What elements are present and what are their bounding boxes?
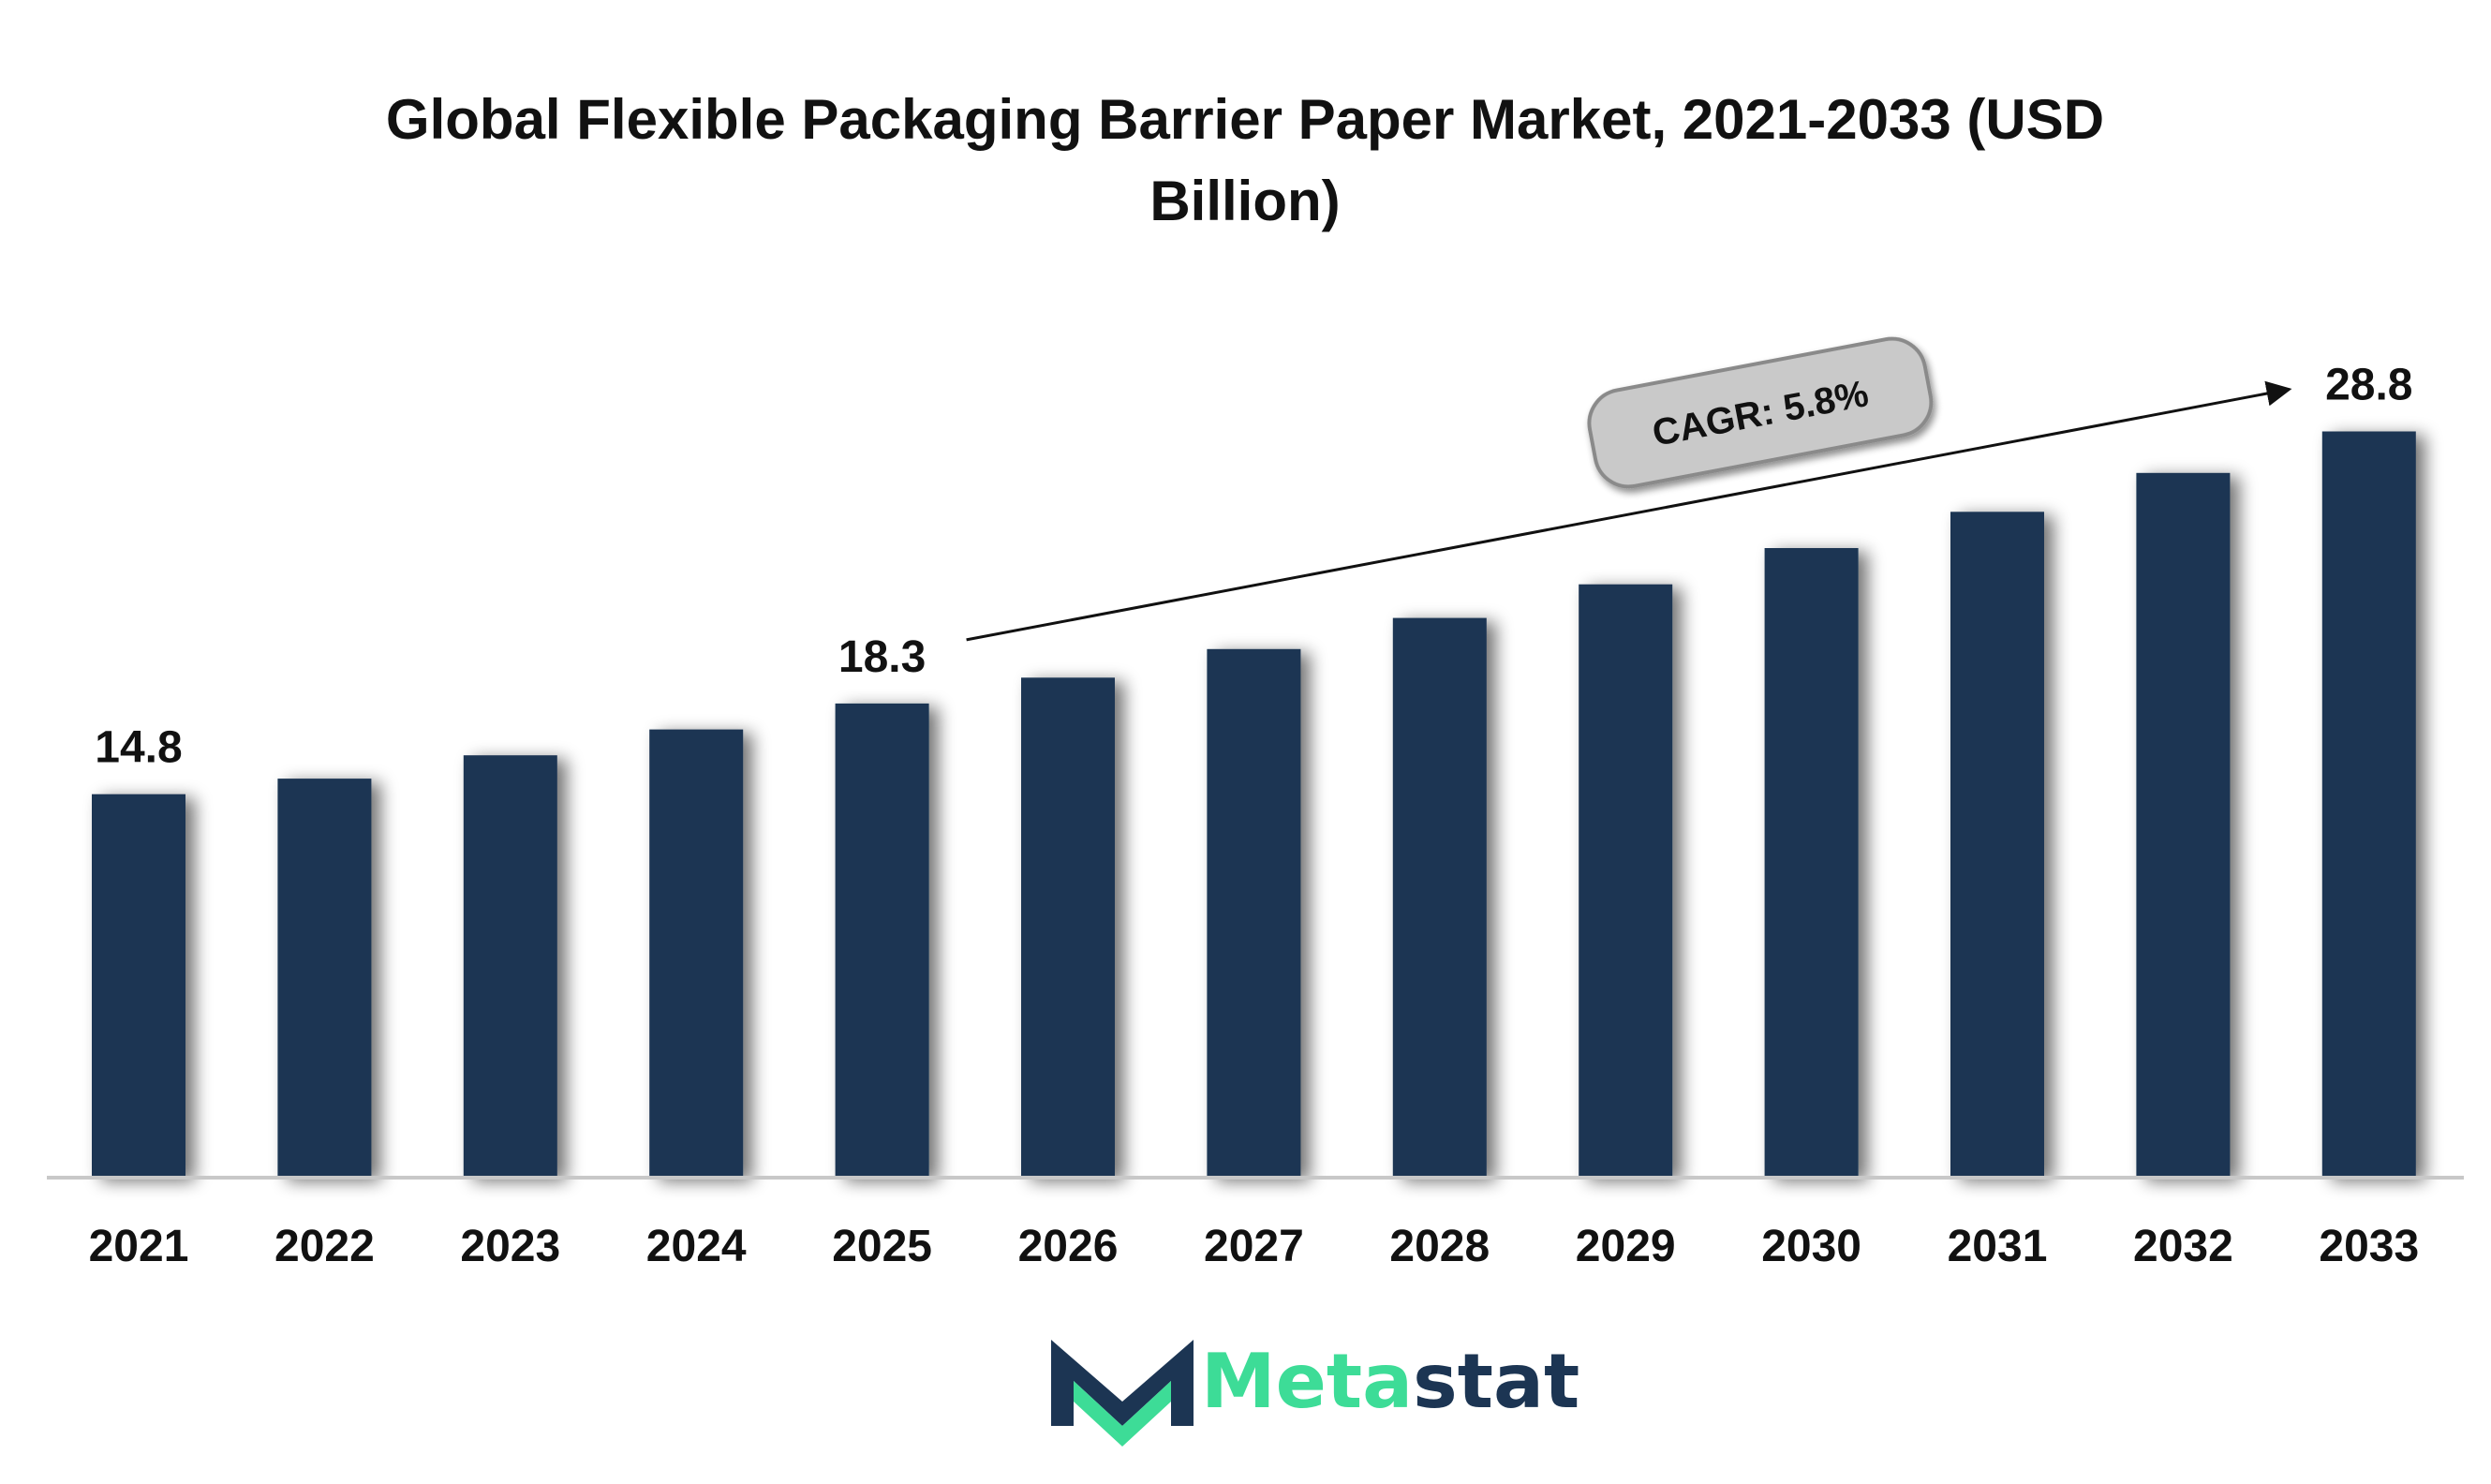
- chart-title-line-1: Global Flexible Packaging Barrier Paper …: [386, 88, 2104, 151]
- bar-2030: [1764, 548, 1859, 1178]
- bars-layer: [92, 431, 2416, 1178]
- logo-wordmark: Metastat: [1201, 1338, 1579, 1425]
- x-tick-2030: 2030: [1761, 1222, 1861, 1271]
- data-label-2021: 14.8: [95, 723, 182, 773]
- bar-2022: [277, 779, 372, 1178]
- bar-2033: [2321, 431, 2416, 1178]
- x-tick-2021: 2021: [89, 1222, 189, 1271]
- bar-2031: [1950, 512, 2044, 1178]
- x-tick-2033: 2033: [2319, 1222, 2419, 1271]
- x-tick-2031: 2031: [1948, 1222, 2048, 1271]
- x-tick-2028: 2028: [1389, 1222, 1490, 1271]
- x-tick-2025: 2025: [832, 1222, 932, 1271]
- chart-title-line-2: Billion): [1149, 170, 1340, 232]
- metastat-logo: Metastat: [1051, 1338, 1579, 1447]
- bar-2029: [1579, 584, 1673, 1178]
- cagr-badge: CAGR: 5.8%: [1587, 336, 1934, 489]
- data-labels: 14.8 18.3 28.8: [95, 361, 2412, 773]
- bar-2024: [649, 729, 744, 1178]
- data-label-2033: 28.8: [2325, 361, 2412, 410]
- bar-2028: [1392, 617, 1487, 1178]
- bar-2032: [2136, 472, 2231, 1178]
- bar-2026: [1021, 677, 1115, 1178]
- x-tick-2026: 2026: [1018, 1222, 1119, 1271]
- x-tick-2024: 2024: [646, 1222, 747, 1271]
- cagr-arrow: [966, 380, 2292, 642]
- logo-wordmark-meta: Meta: [1201, 1338, 1413, 1425]
- bar-2021: [92, 794, 185, 1178]
- data-label-2025: 18.3: [838, 632, 926, 682]
- x-tick-2029: 2029: [1576, 1222, 1676, 1271]
- bar-2023: [463, 755, 557, 1178]
- chart-title: Global Flexible Packaging Barrier Paper …: [386, 88, 2104, 232]
- x-tick-2023: 2023: [460, 1222, 560, 1271]
- cagr-badge-shape: [1587, 336, 1934, 489]
- metastat-m-logo-icon: [1051, 1340, 1194, 1447]
- x-tick-2027: 2027: [1204, 1222, 1304, 1271]
- logo-wordmark-stat: stat: [1413, 1338, 1579, 1425]
- x-tick-2022: 2022: [274, 1222, 375, 1271]
- bar-2025: [835, 703, 929, 1178]
- x-tick-2032: 2032: [2133, 1222, 2233, 1271]
- bar-2027: [1207, 648, 1301, 1178]
- cagr-annotation: CAGR: 5.8%: [966, 336, 2292, 642]
- x-tick-labels: 2021 2022 2023 2024 2025 2026 2027 2028 2029 2030…: [89, 1222, 2420, 1271]
